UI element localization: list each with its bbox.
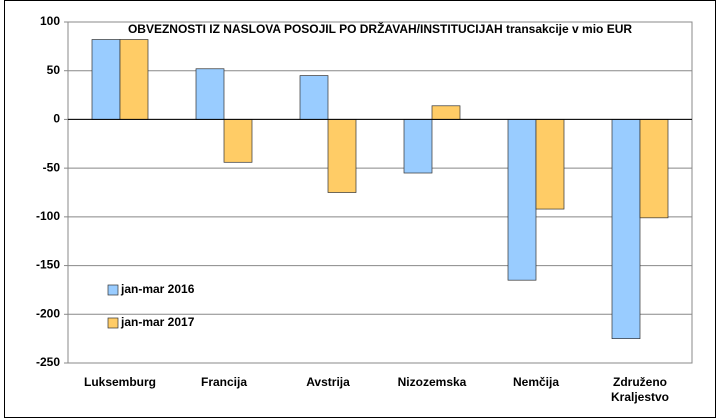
chart-title: OBVEZNOSTI IZ NASLOVA POSOJIL PO DRŽAVAH… [128,21,632,36]
bar [327,119,357,193]
bar [431,105,461,120]
legend-swatch [107,317,119,329]
bar [611,119,641,339]
bar [535,119,565,210]
x-tick-label: Združeno Kraljestvo [610,375,670,404]
y-tick-label: 50 [47,63,61,77]
legend-label: jan-mar 2016 [120,282,195,296]
bar [119,39,149,120]
bar [223,119,253,163]
bar [195,68,225,120]
y-tick-label: 100 [40,14,60,28]
plot-area [67,21,693,364]
bar [639,119,669,219]
legend-label: jan-mar 2017 [120,315,195,329]
x-tick-label: Luksemburg [83,375,156,389]
legend-swatch [107,284,119,296]
bar [507,119,537,281]
bar [299,75,329,120]
y-tick-label: 0 [53,112,60,126]
bar [91,39,121,120]
bar [403,119,433,174]
x-tick-label: Nizozemska [397,375,467,389]
x-tick-label: Nemčija [512,375,560,389]
y-tick-label: -150 [36,258,60,272]
y-tick-label: -50 [43,160,61,174]
y-tick-label: -100 [36,209,60,223]
x-tick-label: Avstrija [306,375,350,389]
x-tick-label: Francija [200,375,248,389]
y-tick-label: -250 [36,355,60,369]
y-tick-label: -200 [36,306,60,320]
